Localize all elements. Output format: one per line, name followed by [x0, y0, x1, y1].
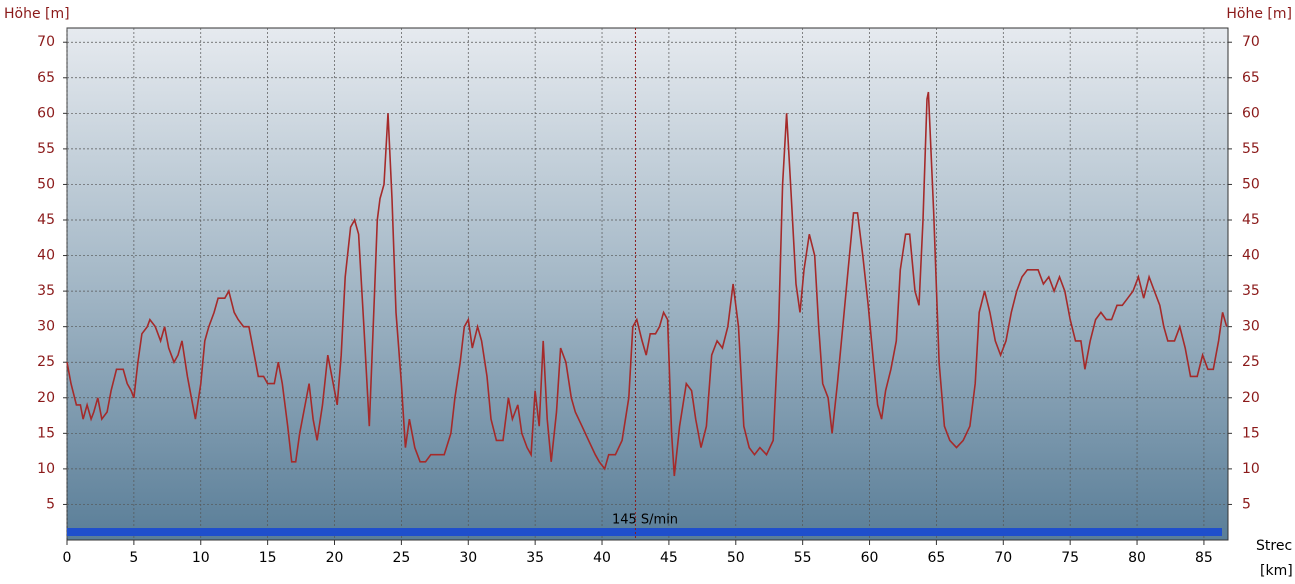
y2-tick-label: 35 [1242, 283, 1260, 299]
plot-area [66, 27, 1229, 541]
y2-tick-label: 10 [1242, 461, 1260, 477]
y2-tick-label: 70 [1242, 34, 1260, 50]
y-tick-label: 60 [37, 105, 55, 121]
y-tick-label: 45 [37, 212, 55, 228]
x-tick-label: 65 [927, 550, 945, 566]
x-tick-label: 80 [1128, 550, 1146, 566]
x-tick-label: 60 [861, 550, 879, 566]
y2-tick-label: 15 [1242, 425, 1260, 441]
y-tick-label: 65 [37, 70, 55, 86]
y2-tick-label: 25 [1242, 354, 1260, 370]
x-tick-label: 35 [526, 550, 544, 566]
y-tick-label: 15 [37, 425, 55, 441]
x-tick-label: 40 [593, 550, 611, 566]
y-tick-label: 70 [37, 34, 55, 50]
y-tick-label: 55 [37, 141, 55, 157]
annotation: 145 S/min [612, 513, 678, 528]
y-tick-label: 40 [37, 248, 55, 264]
y2-tick-label: 45 [1242, 212, 1260, 228]
y-tick-label: 25 [37, 354, 55, 370]
y2-tick-label: 55 [1242, 141, 1260, 157]
y2-tick-label: 65 [1242, 70, 1260, 86]
y-tick-label: 35 [37, 283, 55, 299]
x-axis-unit: [km] [1260, 563, 1293, 579]
y-axis-label: Höhe [m] [4, 6, 70, 22]
y2-tick-label: 60 [1242, 105, 1260, 121]
x-tick-label: 50 [727, 550, 745, 566]
elevation-line [66, 91, 1228, 477]
x-tick-label: 15 [259, 550, 277, 566]
y-tick-label: 10 [37, 461, 55, 477]
y2-tick-label: 50 [1242, 176, 1260, 192]
x-tick-label: 30 [459, 550, 477, 566]
x-axis-label: Strec [1256, 538, 1292, 554]
x-tick-label: 55 [794, 550, 812, 566]
x-tick-label: 20 [326, 550, 344, 566]
y-tick-label: 20 [37, 390, 55, 406]
x-tick-label: 5 [129, 550, 138, 566]
y-tick-label: 50 [37, 176, 55, 192]
y2-tick-label: 20 [1242, 390, 1260, 406]
cadence-band [67, 528, 1222, 536]
x-tick-label: 70 [994, 550, 1012, 566]
x-tick-label: 25 [392, 550, 410, 566]
x-tick-label: 45 [660, 550, 678, 566]
x-tick-label: 75 [1061, 550, 1079, 566]
y2-tick-label: 30 [1242, 319, 1260, 335]
y-tick-label: 5 [46, 496, 55, 512]
y2-axis-label: Höhe [m] [1226, 6, 1292, 22]
y-tick-label: 30 [37, 319, 55, 335]
x-tick-label: 85 [1195, 550, 1213, 566]
x-tick-label: 10 [192, 550, 210, 566]
y2-tick-label: 40 [1242, 248, 1260, 264]
x-tick-label: 0 [63, 550, 72, 566]
y2-tick-label: 5 [1242, 496, 1251, 512]
